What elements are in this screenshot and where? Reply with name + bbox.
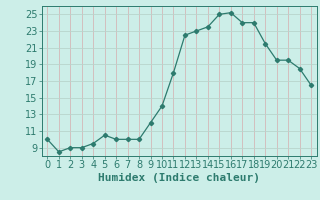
X-axis label: Humidex (Indice chaleur): Humidex (Indice chaleur) <box>98 173 260 183</box>
